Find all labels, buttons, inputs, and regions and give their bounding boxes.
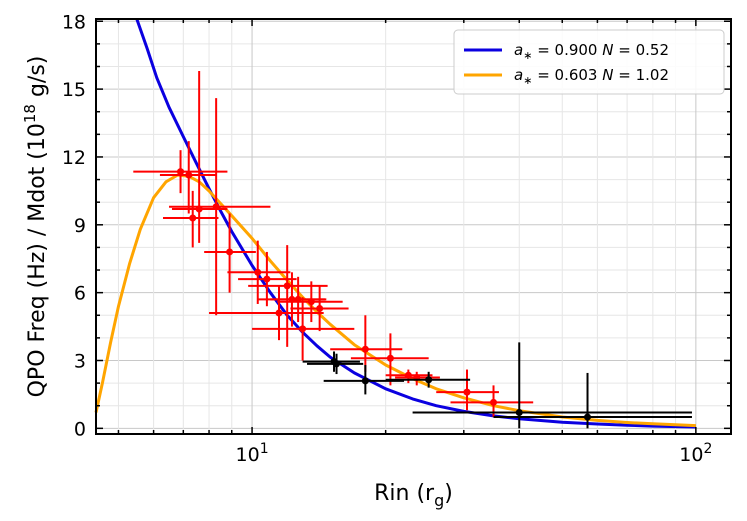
- red-data-point: [227, 240, 291, 304]
- marker: [189, 214, 197, 222]
- red-data-point: [252, 297, 355, 361]
- marker: [226, 248, 234, 256]
- red-data-point: [169, 98, 271, 316]
- red-data-point: [133, 150, 228, 194]
- marker: [307, 298, 315, 306]
- red-data-point: [248, 245, 328, 347]
- black-data-point: [302, 351, 360, 372]
- marker: [177, 168, 185, 176]
- black-data-point: [307, 353, 364, 375]
- black-data-point: [412, 342, 692, 429]
- marker: [361, 377, 369, 385]
- black-data-point: [493, 372, 692, 429]
- marker: [333, 360, 341, 368]
- marker: [316, 304, 324, 312]
- marker: [425, 376, 433, 384]
- plot-frame: [95, 18, 732, 435]
- red-data-point: [436, 369, 499, 411]
- marker: [212, 203, 220, 211]
- red-data-point: [350, 333, 429, 386]
- marker: [463, 388, 471, 396]
- model-curve-2: [94, 173, 696, 428]
- marker: [263, 275, 271, 283]
- legend: a∗ = 0.900 N = 0.52 a∗ = 0.603 N = 1.02: [453, 29, 725, 95]
- marker: [185, 171, 193, 179]
- y-tick-label: 6: [74, 283, 86, 305]
- model-curve-1: [135, 18, 696, 429]
- marker: [386, 354, 394, 362]
- y-tick-label: 15: [62, 79, 86, 101]
- y-axis-label: QPO Freq (Hz) / Mdot (1018 g/s): [21, 56, 50, 398]
- red-data-point: [209, 285, 324, 341]
- x-tick-label: 102: [679, 441, 712, 466]
- marker: [361, 345, 369, 353]
- marker: [275, 309, 283, 317]
- grid: [96, 19, 731, 434]
- data-points: [133, 71, 692, 429]
- red-data-point: [163, 190, 219, 248]
- marker: [283, 282, 291, 290]
- marker: [299, 325, 307, 333]
- black-data-point: [323, 365, 405, 395]
- marker: [490, 398, 498, 406]
- legend-entry: a∗ = 0.603 N = 1.02: [514, 66, 669, 87]
- y-tick-label: 18: [62, 11, 86, 33]
- red-data-point: [290, 285, 349, 332]
- x-tick-label: 101: [236, 441, 269, 466]
- marker: [515, 409, 523, 417]
- black-data-point: [385, 371, 471, 388]
- marker: [584, 413, 592, 421]
- red-data-point: [159, 141, 217, 214]
- y-tick-label: 9: [74, 215, 86, 237]
- y-tick-label: 3: [74, 350, 86, 372]
- y-tick-label: 0: [74, 418, 86, 440]
- red-data-point: [204, 213, 256, 293]
- legend-entry: a∗ = 0.900 N = 0.52: [514, 41, 669, 62]
- x-axis-label: Rin (rg): [374, 481, 453, 510]
- marker: [254, 268, 262, 276]
- red-data-point: [277, 281, 343, 323]
- legend-box: [453, 29, 725, 95]
- y-tick-label: 12: [62, 147, 86, 169]
